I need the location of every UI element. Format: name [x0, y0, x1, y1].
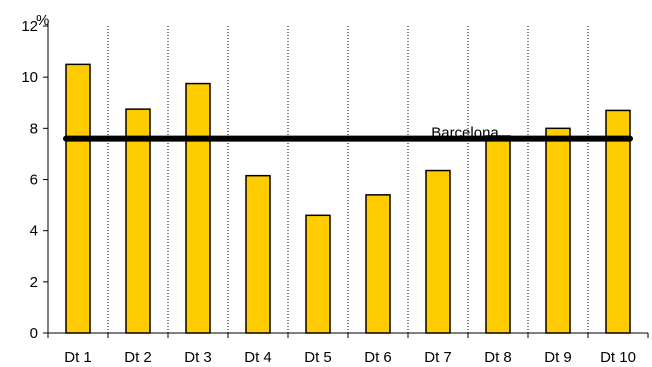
x-tick-label: Dt 6 [364, 349, 392, 366]
y-tick-label: 8 [30, 120, 38, 137]
bar-dt-1 [65, 63, 91, 334]
bar-dt-9 [545, 127, 571, 334]
axes: 0 2 4 6 8 10 12 Dt 1 Dt 2 Dt 3 Dt 4 Dt 5 Dt 6 Dt 7 Dt … [21, 18, 649, 366]
bar-dt-8 [485, 135, 511, 334]
y-unit-label: % [36, 12, 49, 29]
bar-dt-6 [365, 194, 391, 334]
x-tick-label: Dt 7 [424, 349, 452, 366]
x-tick-label: Dt 9 [544, 349, 572, 366]
x-tick-label: Dt 3 [184, 349, 212, 366]
y-tick-label: 2 [30, 274, 38, 291]
x-tick-label: Dt 2 [124, 349, 152, 366]
y-tick-label: 4 [30, 223, 38, 240]
x-tick-label: Dt 4 [244, 349, 272, 366]
y-tick-label: 10 [21, 69, 38, 86]
bar-dt-3 [185, 82, 211, 334]
bar-dt-10 [605, 109, 631, 334]
y-tick-label: 12 [21, 18, 38, 35]
x-tick-label: Dt 1 [64, 349, 92, 366]
reference-line-group: Barcelona [63, 125, 633, 142]
x-tick-label: Dt 8 [484, 349, 512, 366]
bar-dt-2 [125, 108, 151, 334]
gridlines [107, 26, 589, 333]
x-tick-label: Dt 5 [304, 349, 332, 366]
bars [65, 63, 631, 334]
y-tick-label: 6 [30, 172, 38, 189]
y-tick-label: 0 [30, 325, 38, 342]
bar-dt-5 [305, 214, 331, 334]
x-tick-label: Dt 10 [600, 349, 636, 366]
bar-dt-7 [425, 169, 451, 334]
bar-dt-4 [245, 174, 271, 334]
